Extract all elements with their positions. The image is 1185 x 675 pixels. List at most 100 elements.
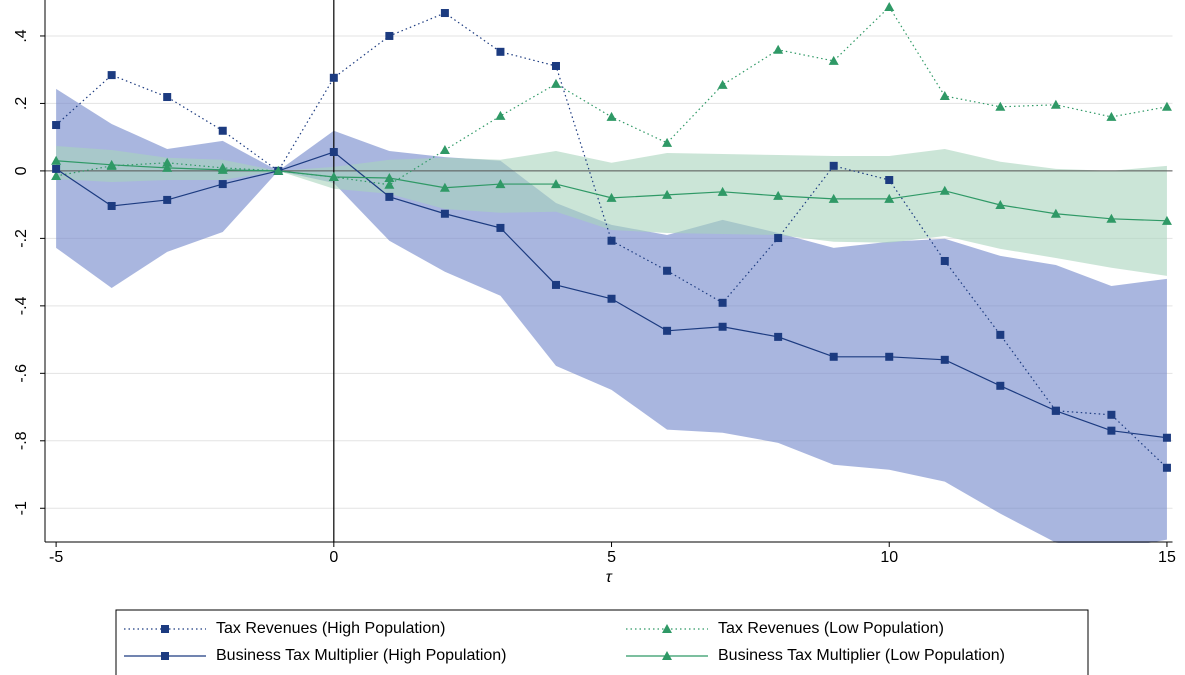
square-marker [940, 256, 949, 265]
triangle-marker [217, 164, 228, 174]
square-marker [663, 266, 672, 275]
square-marker [496, 47, 505, 56]
triangle-marker [662, 624, 672, 633]
square-marker [161, 625, 169, 633]
square-marker [551, 61, 560, 70]
y-tick-label: -.6 [13, 364, 30, 383]
square-marker [940, 355, 949, 364]
square-marker [1162, 433, 1171, 442]
triangle-marker [662, 137, 673, 147]
triangle-marker [717, 186, 728, 196]
square-marker [163, 93, 172, 102]
triangle-marker [884, 1, 895, 11]
triangle-marker [550, 179, 561, 189]
x-tick-label: 15 [1158, 549, 1176, 566]
square-marker [607, 294, 616, 303]
triangle-marker [106, 159, 117, 169]
square-marker [718, 322, 727, 331]
x-tick-label: -5 [49, 549, 63, 566]
triangle-marker [662, 651, 672, 660]
square-marker [885, 352, 894, 361]
triangle-marker [384, 172, 395, 182]
triangle-marker [662, 189, 673, 199]
x-axis-label: τ [606, 569, 613, 586]
plot-area [45, 0, 1173, 543]
triangle-marker [51, 170, 62, 180]
triangle-marker [717, 79, 728, 89]
square-marker [107, 201, 116, 210]
square-marker [385, 192, 394, 201]
square-marker [440, 9, 449, 18]
y-tick-label: -1 [13, 501, 30, 515]
triangle-marker [51, 155, 62, 165]
triangle-marker [773, 44, 784, 54]
triangle-marker [1106, 111, 1117, 121]
triangle-marker [328, 171, 339, 181]
x-tick-label: 10 [880, 549, 898, 566]
triangle-marker [550, 78, 561, 88]
triangle-marker [384, 179, 395, 189]
triangle-marker [162, 157, 173, 167]
square-marker [1162, 463, 1171, 472]
y-tick-label: -.2 [13, 229, 30, 248]
square-marker [607, 236, 616, 245]
legend-label: Business Tax Multiplier (Low Population) [718, 647, 1005, 664]
square-marker [774, 234, 783, 243]
triangle-marker [439, 182, 450, 192]
square-marker [829, 352, 838, 361]
square-marker [218, 126, 227, 135]
triangle-marker [995, 199, 1006, 209]
legend-label: Tax Revenues (Low Population) [718, 620, 944, 637]
triangle-marker [1050, 99, 1061, 109]
triangle-marker [606, 111, 617, 121]
x-tick-label: 5 [607, 549, 616, 566]
triangle-marker [495, 110, 506, 120]
triangle-marker [884, 193, 895, 203]
square-marker [1107, 426, 1116, 435]
triangle-marker [606, 192, 617, 202]
square-marker [52, 164, 61, 173]
square-marker [218, 180, 227, 189]
square-marker [829, 161, 838, 170]
square-marker [996, 381, 1005, 390]
confidence-band [56, 88, 1167, 543]
square-marker [163, 195, 172, 204]
y-tick-label: 0 [13, 166, 30, 175]
triangle-marker [995, 101, 1006, 111]
square-marker [329, 148, 338, 157]
triangle-marker [1106, 213, 1117, 223]
square-marker [663, 326, 672, 335]
triangle-marker [939, 185, 950, 195]
square-marker [1107, 410, 1116, 419]
y-tick-label: .4 [13, 29, 30, 42]
y-tick-label: .2 [13, 97, 30, 110]
y-tick-label: -.8 [13, 431, 30, 450]
triangle-marker [1161, 101, 1172, 111]
x-tick-label: 0 [329, 549, 338, 566]
y-tick-label: -.4 [13, 296, 30, 315]
square-marker [1051, 406, 1060, 415]
square-marker [440, 209, 449, 218]
square-marker [885, 176, 894, 185]
square-marker [329, 73, 338, 82]
square-marker [52, 121, 61, 130]
square-marker [718, 298, 727, 307]
legend-label: Tax Revenues (High Population) [216, 620, 445, 637]
square-marker [496, 223, 505, 232]
triangle-marker [439, 144, 450, 154]
legend-label: Business Tax Multiplier (High Population… [216, 647, 507, 664]
triangle-marker [162, 162, 173, 172]
square-marker [996, 330, 1005, 339]
triangle-marker [1050, 208, 1061, 218]
triangle-marker [828, 55, 839, 65]
legend-box [115, 609, 1089, 675]
triangle-marker [773, 190, 784, 200]
square-marker [551, 280, 560, 289]
square-marker [385, 31, 394, 40]
triangle-marker [1161, 215, 1172, 225]
triangle-marker [828, 193, 839, 203]
square-marker [774, 332, 783, 341]
square-marker [161, 652, 169, 660]
